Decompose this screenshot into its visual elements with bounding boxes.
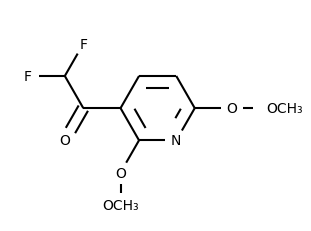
Text: N: N [171, 134, 181, 148]
Text: F: F [79, 38, 87, 52]
Text: O: O [226, 102, 237, 116]
Text: OCH₃: OCH₃ [102, 198, 139, 212]
Text: O: O [115, 166, 126, 180]
Text: F: F [24, 70, 32, 84]
Text: O: O [59, 134, 70, 148]
Text: OCH₃: OCH₃ [267, 102, 303, 116]
